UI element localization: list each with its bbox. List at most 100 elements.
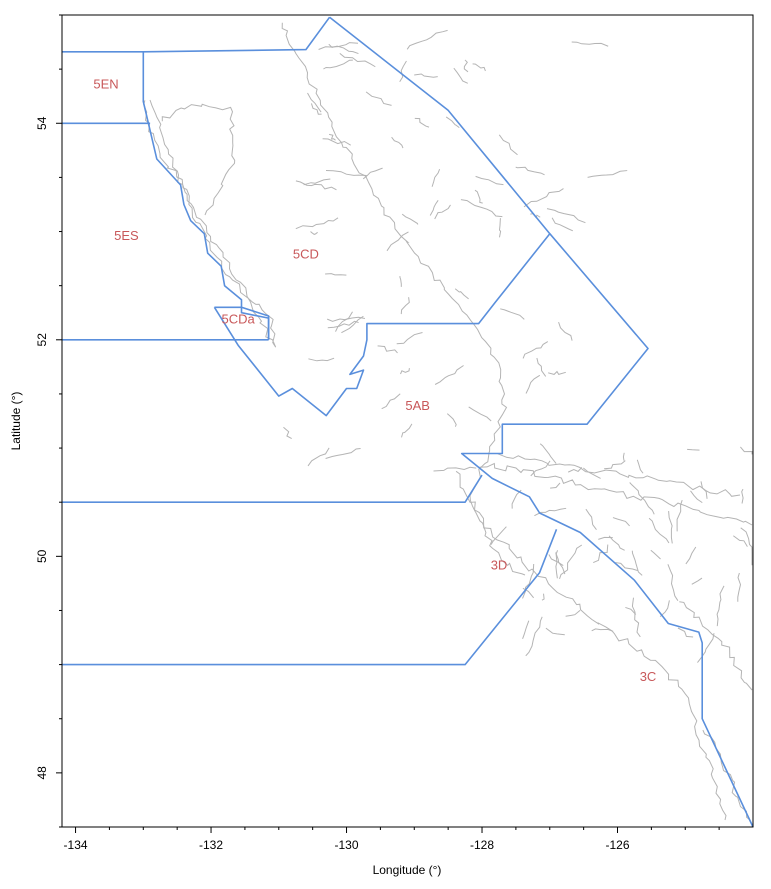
coastline-inlet	[571, 41, 609, 47]
coastline-segment	[161, 103, 236, 216]
coastline-inlet	[325, 273, 347, 276]
coastline-inlet	[323, 59, 353, 70]
coastline-inlet	[475, 175, 504, 186]
x-axis-title: Longitude (°)	[373, 863, 442, 877]
coastline-inlet	[401, 213, 419, 225]
coastline-inlet	[551, 217, 574, 232]
x-tick-label: -132	[199, 838, 223, 852]
coastline-inlet	[325, 448, 361, 459]
coastline-inlet	[737, 572, 742, 602]
coastline-inlet	[500, 308, 525, 320]
coastline-inlet	[659, 600, 670, 617]
coastline-inlet	[327, 316, 366, 322]
coastline-segment	[143, 99, 277, 348]
x-tick-label: -134	[64, 838, 88, 852]
coastline-inlet	[328, 43, 359, 55]
coastline-inlet	[454, 288, 469, 300]
coastline-inlet	[676, 499, 683, 532]
coastline-inlet	[625, 606, 637, 615]
coastline-inlet	[548, 370, 566, 375]
coastline-inlet	[490, 526, 507, 545]
coastline-inlet	[362, 167, 383, 180]
x-tick-label: -128	[470, 838, 494, 852]
tick-layer: -134 -132 -130 -128 -126 48 50 52 54	[35, 14, 720, 852]
coastline-inlet	[525, 374, 541, 394]
coastline-inlet	[522, 587, 535, 599]
coastline-inlet	[687, 448, 700, 451]
coastline-inlet	[511, 489, 522, 509]
area-boundary-layer	[62, 16, 754, 828]
coastline-inlet	[445, 116, 460, 129]
coastline-segment	[497, 453, 741, 497]
coastline-inlet	[545, 627, 565, 636]
coastline-inlet	[668, 511, 673, 544]
coastline-inlet	[587, 170, 628, 178]
coastline-inlet	[629, 482, 655, 515]
coastline-inlet	[591, 628, 614, 632]
coastline-inlet	[667, 564, 679, 601]
area-boundary	[213, 16, 551, 417]
coastline-inlet	[631, 597, 641, 638]
coastline-inlet	[536, 357, 547, 377]
coastline-segment	[281, 22, 727, 821]
coastline-inlet	[400, 297, 410, 315]
coastline-inlet	[523, 188, 564, 208]
coastline-segment	[455, 470, 526, 576]
coastline-inlet	[559, 544, 583, 580]
coastline-inlet	[741, 488, 744, 504]
coastline-inlet	[522, 620, 530, 639]
coastline-inlet	[558, 321, 573, 341]
coastline-inlet	[453, 67, 469, 84]
coastline-inlet	[648, 517, 670, 544]
coastline-inlet	[565, 609, 581, 617]
area-label: 5ES	[114, 228, 139, 243]
coastline-inlet	[283, 426, 292, 440]
coastline-inlet	[522, 341, 549, 359]
coastline-inlet	[612, 517, 630, 527]
area-boundary	[62, 474, 483, 503]
coastline-inlet	[541, 593, 545, 601]
coastline-inlet	[377, 345, 398, 354]
coastline-inlet	[307, 447, 330, 467]
y-tick-label: 50	[35, 549, 49, 563]
coastline-inlet	[307, 92, 322, 113]
coastline-inlet	[401, 423, 413, 438]
coastline-inlet	[308, 357, 335, 362]
coastline-inlet	[327, 320, 359, 329]
area-label: 3D	[491, 557, 508, 572]
area-boundary	[460, 233, 754, 828]
coastline-inlet	[414, 73, 438, 78]
coastline-inlet	[365, 91, 392, 106]
coastline-inlet	[716, 585, 725, 627]
area-boundary	[142, 51, 270, 340]
coastline-inlet	[567, 467, 583, 473]
coastline-segment	[479, 462, 753, 526]
coastline-inlet	[650, 549, 661, 560]
coastline-inlet	[583, 467, 601, 479]
y-axis-title: Latitude (°)	[9, 392, 23, 451]
coastline-inlet	[328, 133, 336, 141]
coastline-inlet	[463, 59, 469, 73]
y-tick-label: 48	[35, 766, 49, 780]
coastline-inlet	[468, 406, 492, 422]
coastline-inlet	[310, 231, 318, 235]
coastline-inlet	[446, 413, 457, 427]
area-label: 5CD	[293, 247, 319, 262]
plot-frame	[61, 14, 754, 828]
coastline-inlet	[740, 527, 753, 566]
coastline-inlet	[310, 103, 322, 115]
coastline-inlet	[685, 546, 697, 565]
area-boundary	[214, 306, 270, 340]
x-tick-label: -130	[335, 838, 359, 852]
coastline-inlet	[434, 365, 464, 385]
area-label-layer: 5EN 5ES 5CD 5CDa 5AB 3D 3C	[93, 77, 656, 684]
coastline-inlet	[498, 134, 518, 156]
coastline-segment	[679, 601, 753, 691]
area-label: 5AB	[405, 398, 430, 413]
coastline-inlet	[498, 218, 502, 238]
coastline-inlet	[515, 166, 545, 176]
coastline-inlet	[530, 460, 551, 477]
coastline-inlet	[339, 53, 376, 68]
coastline-inlet	[396, 332, 423, 345]
